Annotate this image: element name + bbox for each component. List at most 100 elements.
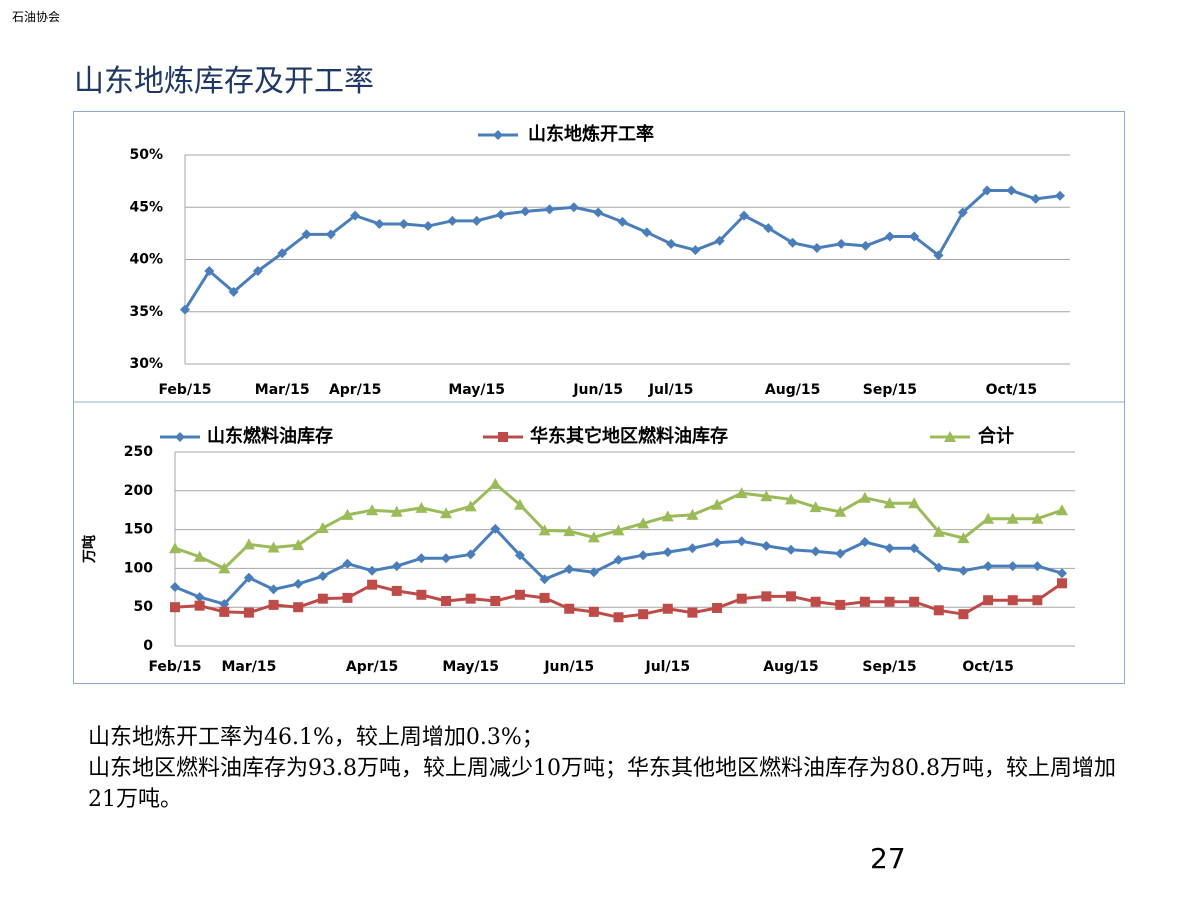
paragraph: 山东地区燃料油库存为93.8万吨，较上周减少10万吨；华东其他地区燃料油库存为8… [88, 756, 1116, 812]
x-tick-label: Jun/15 [572, 382, 623, 398]
marker [735, 487, 748, 499]
marker [613, 554, 624, 565]
marker [982, 512, 995, 524]
marker [933, 605, 944, 616]
marker [860, 240, 871, 251]
marker [390, 505, 403, 517]
marker [736, 593, 747, 604]
x-tick-label: Oct/15 [962, 659, 1014, 675]
marker [495, 209, 506, 220]
marker [859, 596, 870, 607]
marker [350, 210, 361, 221]
x-tick-label: Sep/15 [862, 659, 916, 675]
marker [739, 210, 750, 221]
x-tick-label: Aug/15 [763, 659, 818, 675]
marker [1031, 512, 1044, 524]
marker [367, 579, 378, 590]
legend-label: 合计 [978, 425, 1014, 447]
y-tick-label: 250 [124, 444, 153, 460]
marker [810, 596, 821, 607]
marker [194, 592, 205, 603]
marker [1007, 595, 1018, 606]
x-tick-label: Feb/15 [148, 659, 201, 675]
paragraph: 山东地炼开工率为46.1%，较上周增加0.3%； [88, 725, 544, 750]
marker [1030, 193, 1041, 204]
marker [662, 603, 673, 614]
marker [342, 592, 353, 603]
marker [391, 585, 402, 596]
marker [292, 539, 305, 551]
marker [835, 548, 846, 559]
marker [1057, 578, 1067, 589]
marker [1006, 512, 1019, 524]
legend-label: 华东其它地区燃料油库存 [530, 425, 728, 447]
marker [218, 562, 231, 574]
marker [1032, 561, 1043, 572]
legend-label: 山东燃料油库存 [207, 425, 333, 447]
marker [465, 593, 476, 604]
marker [933, 250, 944, 261]
marker [415, 501, 428, 513]
marker [641, 227, 652, 238]
marker [763, 223, 774, 234]
marker [490, 523, 501, 534]
marker [242, 538, 255, 550]
y-tick-label: 100 [124, 560, 153, 576]
marker [539, 574, 550, 585]
marker [944, 431, 956, 442]
marker [204, 265, 215, 276]
marker [175, 432, 185, 442]
marker [316, 522, 329, 534]
marker [374, 218, 385, 229]
marker [835, 599, 846, 610]
marker [293, 578, 304, 589]
marker [441, 595, 452, 606]
y-tick-label: 50% [129, 147, 163, 163]
marker [423, 221, 434, 232]
marker [588, 606, 599, 617]
marker [170, 582, 180, 593]
marker [588, 567, 599, 578]
marker [612, 524, 625, 536]
marker [493, 130, 503, 140]
marker [514, 589, 525, 600]
marker [219, 599, 230, 610]
marker [564, 564, 575, 575]
marker [563, 525, 576, 537]
marker [909, 543, 920, 554]
marker [662, 547, 673, 558]
marker [933, 562, 944, 573]
marker [1007, 561, 1018, 572]
marker [317, 571, 328, 582]
x-tick-label: Apr/15 [346, 659, 398, 675]
marker [416, 589, 427, 600]
marker [836, 238, 847, 249]
marker [228, 286, 239, 297]
marker [761, 591, 772, 602]
marker [1032, 595, 1043, 606]
marker [267, 541, 280, 553]
marker [568, 202, 579, 213]
y-tick-label: 0 [143, 638, 153, 654]
marker [471, 215, 482, 226]
marker [367, 565, 378, 576]
marker [194, 600, 205, 611]
marker [712, 602, 723, 613]
marker [1056, 504, 1068, 516]
header: 石油协会 [12, 10, 61, 24]
marker [711, 498, 724, 510]
slide-title: 山东地炼库存及开工率 [74, 64, 374, 99]
marker [810, 546, 821, 557]
marker [883, 497, 896, 509]
marker [1057, 568, 1067, 579]
marker [760, 490, 773, 502]
marker [268, 599, 279, 610]
y-tick-label: 150 [124, 522, 153, 538]
x-tick-label: May/15 [448, 382, 505, 398]
marker [325, 229, 336, 240]
marker [301, 229, 312, 240]
marker [834, 505, 847, 517]
marker [193, 550, 206, 562]
marker [784, 493, 797, 505]
